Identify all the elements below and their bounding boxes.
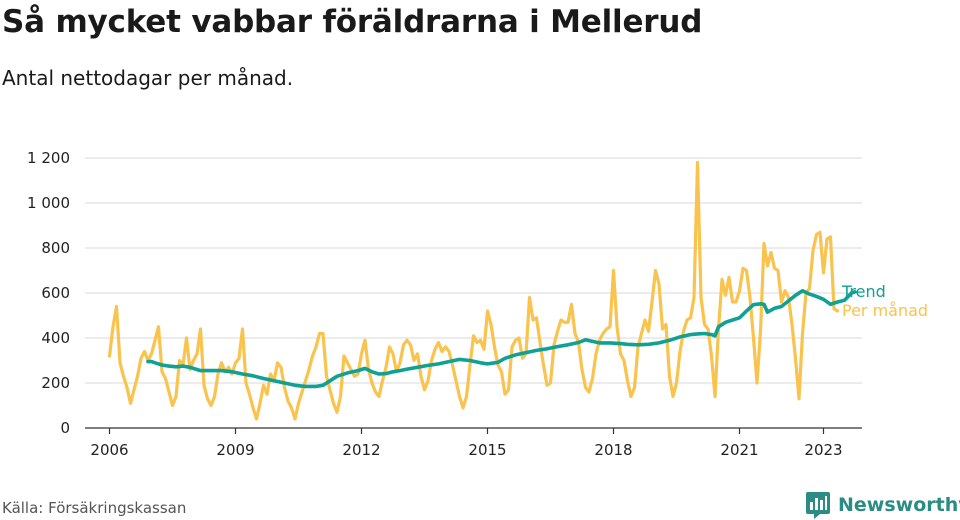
- chart-title: Så mycket vabbar föräldrarna i Mellerud: [2, 4, 703, 40]
- bar-chart-logo-icon: [806, 492, 830, 519]
- x-tick-label: 2009: [216, 441, 254, 459]
- brand-name: Newsworthy: [838, 494, 960, 516]
- y-tick-label: 800: [41, 239, 70, 257]
- y-tick-label: 400: [41, 329, 70, 347]
- trend-series-label: Trend: [841, 282, 886, 301]
- trend-series-line: [146, 289, 857, 389]
- monthly-series-line: [107, 160, 840, 421]
- x-tick-label: 2006: [90, 441, 128, 459]
- chart-subtitle: Antal nettodagar per månad.: [2, 66, 294, 90]
- y-tick-label: 1 000: [27, 194, 70, 212]
- x-tick-label: 2021: [720, 441, 758, 459]
- y-tick-label: 1 200: [27, 149, 70, 167]
- monthly-series-label: Per månad: [842, 301, 928, 320]
- y-tick-label: 600: [41, 284, 70, 302]
- source-note: Källa: Försäkringskassan: [2, 499, 187, 517]
- x-tick-label: 2012: [342, 441, 380, 459]
- newsworthy-logo[interactable]: Newsworthy: [805, 490, 960, 520]
- x-tick-label: 2023: [804, 441, 842, 459]
- y-tick-label: 0: [60, 419, 70, 437]
- y-tick-label: 200: [41, 374, 70, 392]
- x-tick-label: 2018: [594, 441, 632, 459]
- x-tick-label: 2015: [468, 441, 506, 459]
